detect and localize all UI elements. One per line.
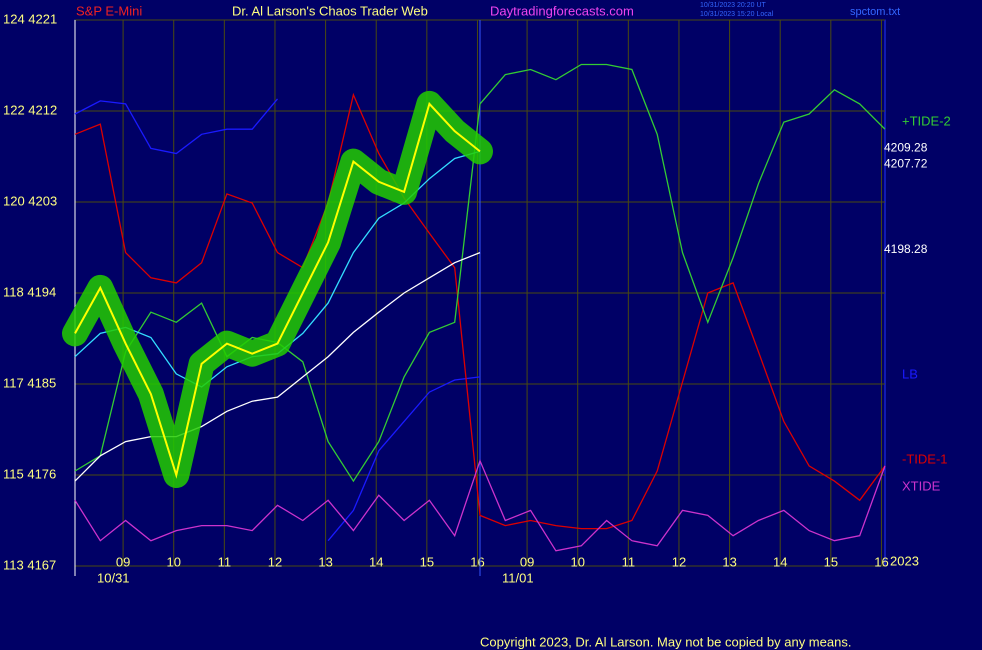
series-line [74,251,481,482]
x-tick-label: 16 [874,554,888,569]
x-tick-label: 10 [570,554,584,569]
legend-label: -TIDE-1 [902,451,948,466]
year: 2023 [890,553,919,568]
x-tick-label: 12 [268,554,282,569]
series-line [74,101,481,479]
site: Daytradingforecasts.com [490,3,634,18]
y-tick-label: 117 4185 [3,375,56,390]
price-label: 4209.28 [884,141,928,155]
x-tick-label: 09 [116,554,130,569]
x-tick-label: 13 [318,554,332,569]
series-line [327,376,481,542]
y-tick-label: 124 4221 [3,11,57,26]
copyright: Copyright 2023, Dr. Al Larson. May not b… [480,634,851,649]
instrument: S&P E-Mini [76,3,142,18]
x-tick-label: 10 [166,554,180,569]
x-tick-label: 09 [520,554,534,569]
series-line [74,98,278,155]
y-tick-label: 120 4203 [3,193,57,208]
y-tick-label: 113 4167 [3,557,56,572]
file-name: spctom.txt [850,6,900,18]
series-line [74,63,886,483]
price-label: 4207.72 [884,156,928,170]
x-tick-label: 13 [722,554,736,569]
x-tick-label: 11 [218,554,232,569]
price-label: 4198.28 [884,242,928,256]
timestamp: 10/31/2023 20:20 UT [700,2,766,9]
series-line [74,458,886,552]
x-tick-label: 15 [824,554,838,569]
x-tick-label: 16 [470,554,484,569]
timestamp: 10/31/2023 15:20 Local [700,11,774,18]
y-tick-label: 115 4176 [3,466,56,481]
x-tick-label: 14 [369,554,383,569]
y-tick-label: 118 4194 [3,284,56,299]
series-line [74,92,886,530]
legend-label: LB [902,366,918,381]
y-tick-label: 122 4212 [3,102,57,117]
chart-title: Dr. Al Larson's Chaos Trader Web [232,3,428,18]
x-tick-label: 12 [672,554,686,569]
legend-label: XTIDE [902,478,941,493]
date-label: 10/31 [97,570,130,585]
x-tick-label: 11 [622,554,636,569]
x-tick-label: 15 [420,554,434,569]
legend-label: +TIDE-2 [902,113,951,128]
x-tick-label: 14 [773,554,787,569]
date-label: 11/01 [502,570,534,585]
